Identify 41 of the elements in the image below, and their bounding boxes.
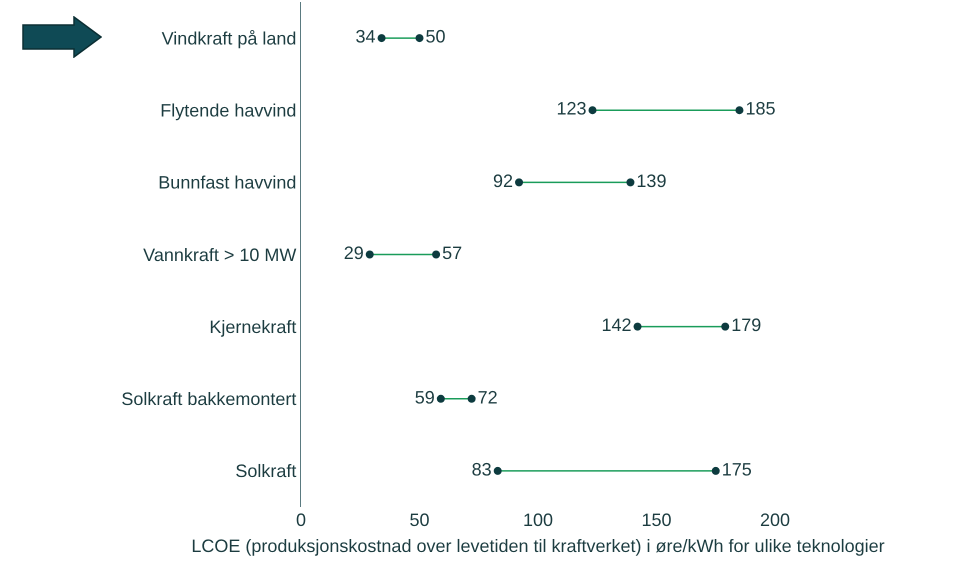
data-label: 139 <box>636 170 666 191</box>
x-axis-title: LCOE (produksjonskostnad over levetiden til kraftverket) i øre/kWh for ulike teknologier <box>191 536 885 556</box>
data-label: 83 <box>472 459 492 480</box>
data-label: 179 <box>731 315 762 336</box>
y-tick-label: Vannkraft > 10 MW <box>143 244 296 265</box>
x-tick-label: 100 <box>522 510 554 530</box>
data-label: 57 <box>442 243 462 263</box>
point <box>588 106 597 114</box>
x-tick-label: 50 <box>409 510 430 530</box>
data-label: 142 <box>601 315 632 336</box>
point <box>436 394 445 403</box>
point <box>735 106 744 114</box>
y-tick-label: Solkraft <box>235 461 296 482</box>
point <box>721 322 730 331</box>
data-label: 29 <box>344 243 364 263</box>
data-label: 123 <box>556 98 587 119</box>
y-tick-label: Flytende havvind <box>160 100 296 121</box>
point <box>468 394 476 403</box>
y-tick-label: Vindkraft på land <box>162 28 296 48</box>
data-label: 59 <box>414 387 435 408</box>
point <box>634 322 642 331</box>
point <box>515 178 524 186</box>
x-tick-label: 200 <box>760 510 790 530</box>
point <box>432 250 440 258</box>
x-tick-label: 0 <box>296 510 306 530</box>
x-tick-label: 150 <box>641 510 672 530</box>
y-tick-label: Kjernekraft <box>209 316 296 337</box>
data-label: 72 <box>478 387 498 408</box>
y-tick-label: Bunnfast havvind <box>158 172 296 193</box>
point <box>494 466 502 475</box>
point <box>626 178 634 186</box>
point <box>366 250 374 258</box>
data-label: 175 <box>722 459 752 480</box>
point <box>378 34 386 42</box>
data-label: 34 <box>356 26 376 47</box>
data-label: 92 <box>493 170 514 191</box>
point <box>712 466 720 475</box>
y-tick-label: Solkraft bakkemontert <box>121 389 296 410</box>
data-label: 185 <box>745 98 776 119</box>
point <box>416 34 424 42</box>
data-label: 50 <box>426 26 446 47</box>
